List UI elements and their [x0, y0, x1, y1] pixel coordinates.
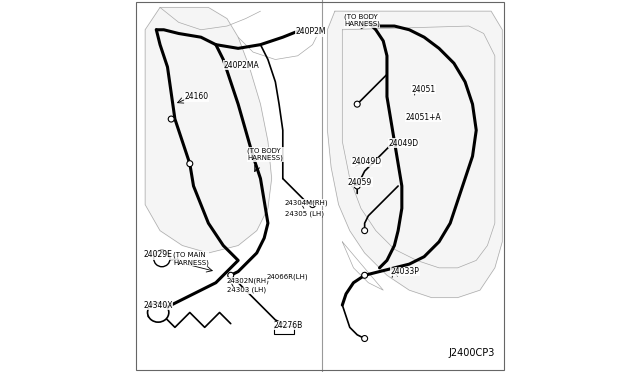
Circle shape [168, 116, 174, 122]
Circle shape [354, 101, 360, 107]
Text: 24059: 24059 [348, 178, 372, 187]
Bar [273, 326, 294, 334]
Text: 24340X: 24340X [143, 301, 173, 310]
Text: 24276B: 24276B [273, 321, 303, 330]
Text: 240P2M: 240P2M [296, 27, 326, 36]
Text: 24304M(RH): 24304M(RH) [285, 199, 328, 206]
Text: (TO MAIN
HARNESS): (TO MAIN HARNESS) [173, 251, 209, 266]
Circle shape [228, 272, 234, 278]
Text: 24029E: 24029E [143, 250, 172, 259]
Text: 240P2MA: 240P2MA [223, 61, 259, 70]
Circle shape [362, 272, 367, 278]
Text: 24033P: 24033P [390, 267, 420, 276]
Circle shape [362, 228, 367, 234]
Text: (TO BODY
HARNESS): (TO BODY HARNESS) [248, 147, 284, 161]
Polygon shape [145, 7, 271, 253]
Circle shape [310, 202, 316, 208]
Text: 24305 (LH): 24305 (LH) [285, 211, 324, 217]
Circle shape [187, 161, 193, 167]
Ellipse shape [148, 303, 169, 322]
Text: 24066R(LH): 24066R(LH) [266, 274, 308, 280]
Text: (TO BODY
HARNESS): (TO BODY HARNESS) [344, 13, 380, 28]
Text: 24051: 24051 [411, 85, 435, 94]
Text: 24049D: 24049D [351, 157, 381, 166]
Circle shape [362, 336, 367, 341]
Text: 24049D: 24049D [389, 139, 419, 148]
Polygon shape [328, 11, 502, 298]
Circle shape [154, 250, 170, 267]
Text: 24160: 24160 [184, 92, 209, 101]
Text: 24302N(RH): 24302N(RH) [227, 278, 270, 284]
Text: J2400CP3: J2400CP3 [449, 349, 495, 358]
Text: 24051+A: 24051+A [406, 113, 442, 122]
Circle shape [354, 183, 360, 189]
Text: 24303 (LH): 24303 (LH) [227, 287, 266, 294]
